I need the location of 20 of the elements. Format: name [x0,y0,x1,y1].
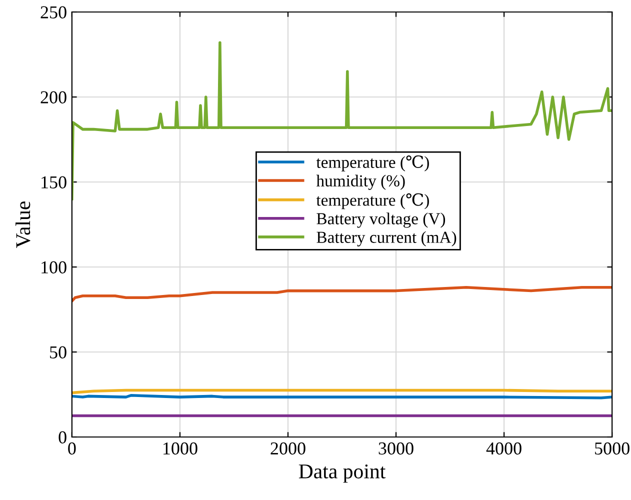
x-tick-label: 5000 [595,442,630,455]
y-tick-label: 0 [58,431,66,444]
y-axis-title: Value [16,202,30,248]
x-tick-label: 1000 [163,442,198,455]
x-tick-label: 2000 [270,442,306,455]
y-tick-label: 250 [40,6,66,18]
legend-label: temperature (℃) [316,155,429,172]
x-axis-title: Data point [298,464,386,483]
x-tick-label: 0 [68,442,76,455]
y-tick-label: 50 [50,346,66,358]
y-tick-label: 200 [40,91,66,104]
y-tick-label: 100 [42,261,66,274]
legend-label: humidity (%) [316,174,405,190]
x-tick-label: 4000 [486,442,522,455]
legend-label: temperature (℃) [316,193,429,210]
y-tick-label: 150 [42,176,66,188]
line-series [72,286,612,302]
legend-label: Battery voltage (V) [316,212,446,228]
x-tick-label: 3000 [378,442,414,455]
legend-label: Battery current (mA) [316,231,456,246]
